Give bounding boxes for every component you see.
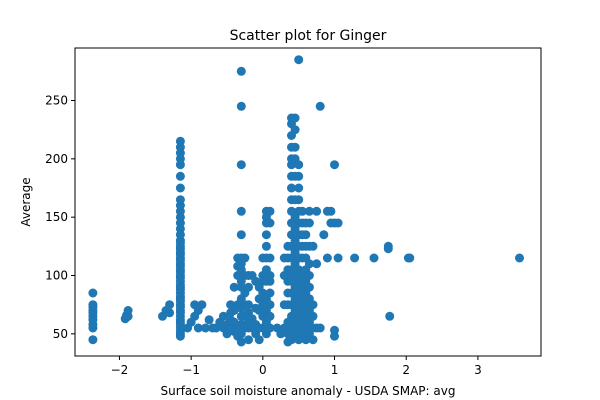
data-point xyxy=(265,311,275,321)
data-point xyxy=(315,101,325,111)
data-point xyxy=(265,300,275,310)
data-point xyxy=(88,335,98,345)
data-point xyxy=(515,253,524,263)
data-point xyxy=(294,195,304,205)
data-point xyxy=(383,244,393,254)
data-point xyxy=(290,142,300,152)
data-point xyxy=(294,160,304,170)
data-point xyxy=(236,337,246,347)
data-point xyxy=(265,218,275,228)
data-points xyxy=(88,55,524,347)
data-point xyxy=(193,323,203,333)
data-point xyxy=(123,306,133,315)
y-tick-label: 100 xyxy=(45,269,68,283)
y-axis-ticks: 50 100 150 200 250 xyxy=(45,94,75,341)
data-point xyxy=(244,282,253,292)
data-point xyxy=(312,206,322,216)
x-axis-label: Surface soil moisture anomaly - USDA SMA… xyxy=(161,384,456,398)
data-point xyxy=(236,230,246,240)
x-tick-label: −2 xyxy=(111,363,129,377)
x-tick-label: 1 xyxy=(331,363,339,377)
data-point xyxy=(236,101,246,111)
data-point xyxy=(165,300,175,310)
data-point xyxy=(265,288,275,298)
data-point xyxy=(244,300,253,310)
data-point xyxy=(201,323,210,333)
data-point xyxy=(236,206,246,216)
data-point xyxy=(405,253,415,263)
data-point xyxy=(322,253,332,263)
data-point xyxy=(308,335,318,345)
data-point xyxy=(236,160,246,170)
data-point xyxy=(308,300,318,310)
x-tick-label: −1 xyxy=(182,363,200,377)
data-point xyxy=(330,160,339,170)
data-point xyxy=(308,241,318,251)
data-point xyxy=(304,271,314,280)
y-tick-label: 50 xyxy=(53,327,68,341)
data-point xyxy=(175,171,185,181)
data-point xyxy=(218,311,228,321)
data-point xyxy=(265,323,275,333)
y-tick-label: 200 xyxy=(45,152,68,166)
data-point xyxy=(330,325,339,335)
data-point xyxy=(385,311,395,321)
data-point xyxy=(244,335,253,345)
data-point xyxy=(261,241,271,251)
data-point xyxy=(315,323,325,333)
y-tick-label: 150 xyxy=(45,210,68,224)
data-point xyxy=(265,271,275,280)
data-point xyxy=(304,206,314,216)
data-point xyxy=(308,311,318,321)
data-point xyxy=(297,206,307,216)
data-point xyxy=(326,206,336,216)
data-point xyxy=(287,183,296,193)
data-point xyxy=(312,259,322,269)
y-tick-label: 250 xyxy=(45,94,68,108)
data-point xyxy=(197,300,207,310)
data-point xyxy=(265,253,275,263)
data-point xyxy=(229,282,239,292)
data-point xyxy=(190,300,200,310)
data-point xyxy=(204,315,214,325)
data-point xyxy=(369,253,379,263)
plot-frame xyxy=(74,47,542,357)
data-point xyxy=(294,183,304,193)
data-point xyxy=(350,253,360,263)
data-point xyxy=(175,136,185,146)
y-axis-label: Average xyxy=(19,177,33,226)
data-point xyxy=(240,253,250,263)
data-point xyxy=(290,113,300,123)
data-point xyxy=(175,183,185,193)
data-point xyxy=(254,335,264,345)
x-tick-label: 0 xyxy=(259,363,267,377)
data-point xyxy=(236,66,246,76)
data-point xyxy=(304,259,314,269)
data-point xyxy=(301,230,311,240)
data-point xyxy=(265,206,275,216)
x-tick-label: 2 xyxy=(402,363,410,377)
data-point xyxy=(294,55,304,65)
data-point xyxy=(333,253,343,263)
data-point xyxy=(304,282,314,292)
data-point xyxy=(304,218,314,228)
data-point xyxy=(165,308,175,318)
data-point xyxy=(319,230,329,240)
chart-title: Scatter plot for Ginger xyxy=(230,28,387,44)
data-point xyxy=(88,288,98,298)
data-point xyxy=(175,195,185,205)
data-point xyxy=(88,300,98,310)
x-tick-label: 3 xyxy=(474,363,482,377)
data-point xyxy=(333,218,343,228)
data-point xyxy=(294,171,304,181)
data-point xyxy=(290,125,300,135)
data-point xyxy=(261,230,271,240)
x-axis-ticks: −2 −1 0 1 2 3 xyxy=(111,356,482,377)
